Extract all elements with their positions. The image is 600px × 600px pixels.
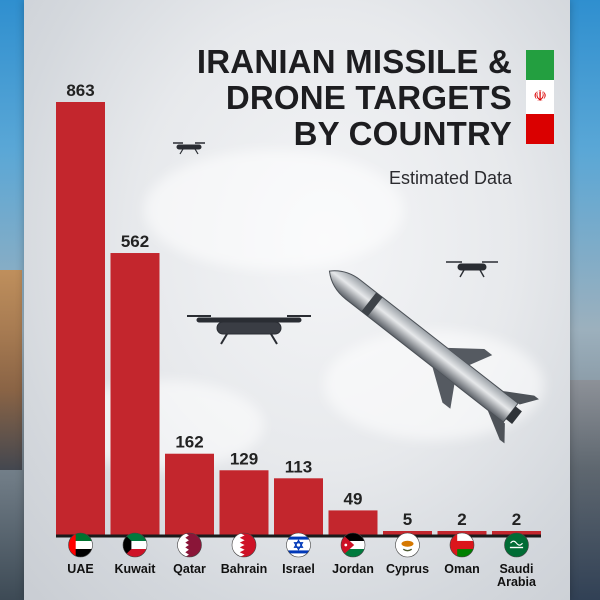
category-label: Israel bbox=[282, 562, 315, 576]
flags-layer bbox=[68, 532, 529, 558]
category-label: Jordan bbox=[332, 562, 374, 576]
drone-illustration bbox=[173, 142, 498, 345]
cyprus-flag-icon bbox=[395, 532, 420, 558]
category-label: Oman bbox=[444, 562, 479, 576]
background-scenery-left bbox=[0, 270, 22, 470]
israel-flag-icon bbox=[286, 532, 311, 558]
title-line-2: DRONE TARGETS bbox=[225, 79, 512, 116]
category-label: Qatar bbox=[173, 562, 206, 576]
cloud bbox=[144, 150, 404, 270]
value-label: 113 bbox=[285, 457, 312, 476]
oman-flag-icon bbox=[449, 532, 475, 558]
bar-kuwait bbox=[110, 253, 160, 535]
value-label: 129 bbox=[230, 449, 258, 468]
bar-bahrain bbox=[219, 470, 269, 535]
infographic-card: IRANIAN MISSILE & DRONE TARGETS BY COUNT… bbox=[24, 0, 570, 600]
category-labels: UAE Kuwait Qatar Bahrain Israel Jordan Cyprus O… bbox=[67, 562, 537, 589]
chart-title: IRANIAN MISSILE & DRONE TARGETS BY COUNT… bbox=[192, 44, 512, 152]
kuwait-flag-icon bbox=[122, 532, 148, 558]
bar-chart: 863 562 162 129 113 49 5 2 2 UAE Kuwait Qatar Bahra… bbox=[56, 81, 541, 589]
qatar-flag-icon bbox=[177, 532, 202, 558]
chart-subtitle: Estimated Data bbox=[388, 168, 512, 188]
title-line-3: BY COUNTRY bbox=[293, 115, 512, 152]
category-label: Bahrain bbox=[221, 562, 268, 576]
saudi-arabia-flag-icon bbox=[504, 532, 529, 558]
background-scenery-right bbox=[566, 380, 600, 600]
title-line-1: IRANIAN MISSILE & bbox=[196, 43, 512, 80]
category-label: Cyprus bbox=[386, 562, 429, 576]
bar-jordan bbox=[328, 510, 378, 535]
bars-layer: 863 562 162 129 113 49 5 2 2 bbox=[56, 81, 541, 535]
value-label: 49 bbox=[344, 489, 363, 508]
missile-illustration bbox=[328, 270, 539, 444]
value-label: 2 bbox=[457, 510, 466, 529]
bar-uae bbox=[56, 102, 105, 535]
jordan-flag-icon bbox=[340, 532, 366, 558]
bahrain-flag-icon bbox=[231, 532, 257, 558]
value-label: 562 bbox=[121, 232, 149, 251]
bar-qatar bbox=[165, 453, 214, 535]
category-label: UAE bbox=[67, 562, 93, 576]
value-label: 863 bbox=[66, 81, 94, 100]
uae-flag-icon bbox=[68, 532, 93, 558]
value-label: 162 bbox=[175, 433, 203, 452]
category-label: Kuwait bbox=[115, 562, 157, 576]
iran-flag-icon: ☫ bbox=[526, 50, 554, 144]
value-label: 2 bbox=[512, 510, 521, 529]
bar-israel bbox=[274, 478, 323, 535]
value-label: 5 bbox=[403, 510, 412, 529]
category-label: Saudi Arabia bbox=[497, 562, 537, 589]
